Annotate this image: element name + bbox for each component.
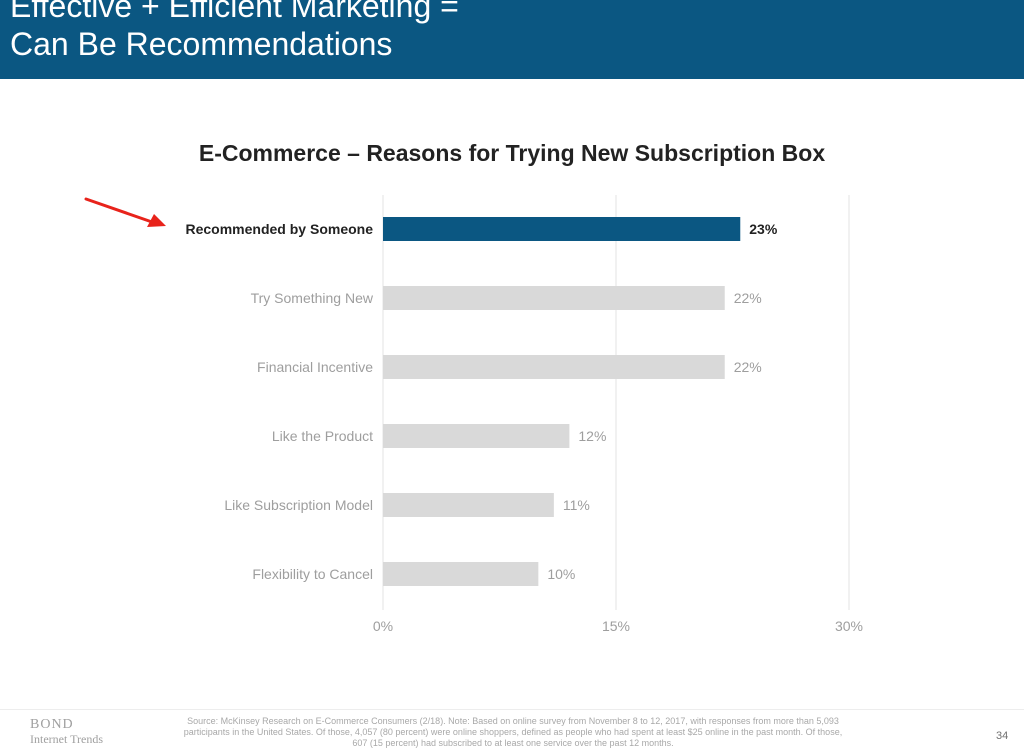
category-label: Like Subscription Model [224, 497, 373, 513]
slide-title: Effective + Efficient Marketing = Can Be… [10, 0, 459, 63]
bond-logo-line-2: Internet Trends [30, 732, 103, 746]
x-tick-label: 0% [373, 618, 393, 634]
bond-logo-line-1: BOND [30, 717, 74, 732]
value-label: 22% [734, 290, 762, 306]
category-label: Financial Incentive [257, 359, 373, 375]
value-label: 22% [734, 359, 762, 375]
bar-2 [383, 355, 725, 379]
slide-title-line-2: Can Be Recommendations [10, 26, 393, 62]
bar-0 [383, 217, 741, 241]
chart-gridlines [382, 195, 850, 610]
footer-divider [0, 709, 1024, 710]
value-label: 10% [547, 566, 575, 582]
bar-1 [383, 286, 725, 310]
chart-bars [383, 217, 741, 586]
chart-title: E-Commerce – Reasons for Trying New Subs… [198, 140, 826, 166]
x-tick-label: 15% [602, 618, 630, 634]
value-label: 12% [578, 428, 606, 444]
category-label: Like the Product [272, 428, 373, 444]
bar-3 [383, 424, 570, 448]
highlight-arrow-icon [84, 197, 166, 227]
category-label: Try Something New [251, 290, 374, 306]
chart-labels: 0% 15% 30% Recommended by Someone 23% Try Som… [186, 221, 864, 634]
category-label: Recommended by Someone [186, 221, 374, 237]
x-tick-label: 30% [835, 618, 863, 634]
slide-header: Effective + Efficient Marketing = Can Be… [0, 0, 1024, 79]
source-note: Source: McKinsey Research on E-Commerce … [183, 716, 843, 748]
bar-chart: 0% 15% 30% Recommended by Someone 23% Try Som… [84, 195, 864, 634]
page-number: 34 [996, 730, 1009, 742]
value-label: 23% [749, 221, 778, 237]
bond-logo: BOND Internet Trends [30, 717, 103, 747]
bar-4 [383, 493, 554, 517]
slide-title-line-1: Effective + Efficient Marketing = [10, 0, 459, 24]
value-label: 11% [563, 497, 590, 513]
category-label: Flexibility to Cancel [252, 566, 373, 582]
bar-5 [383, 562, 539, 586]
